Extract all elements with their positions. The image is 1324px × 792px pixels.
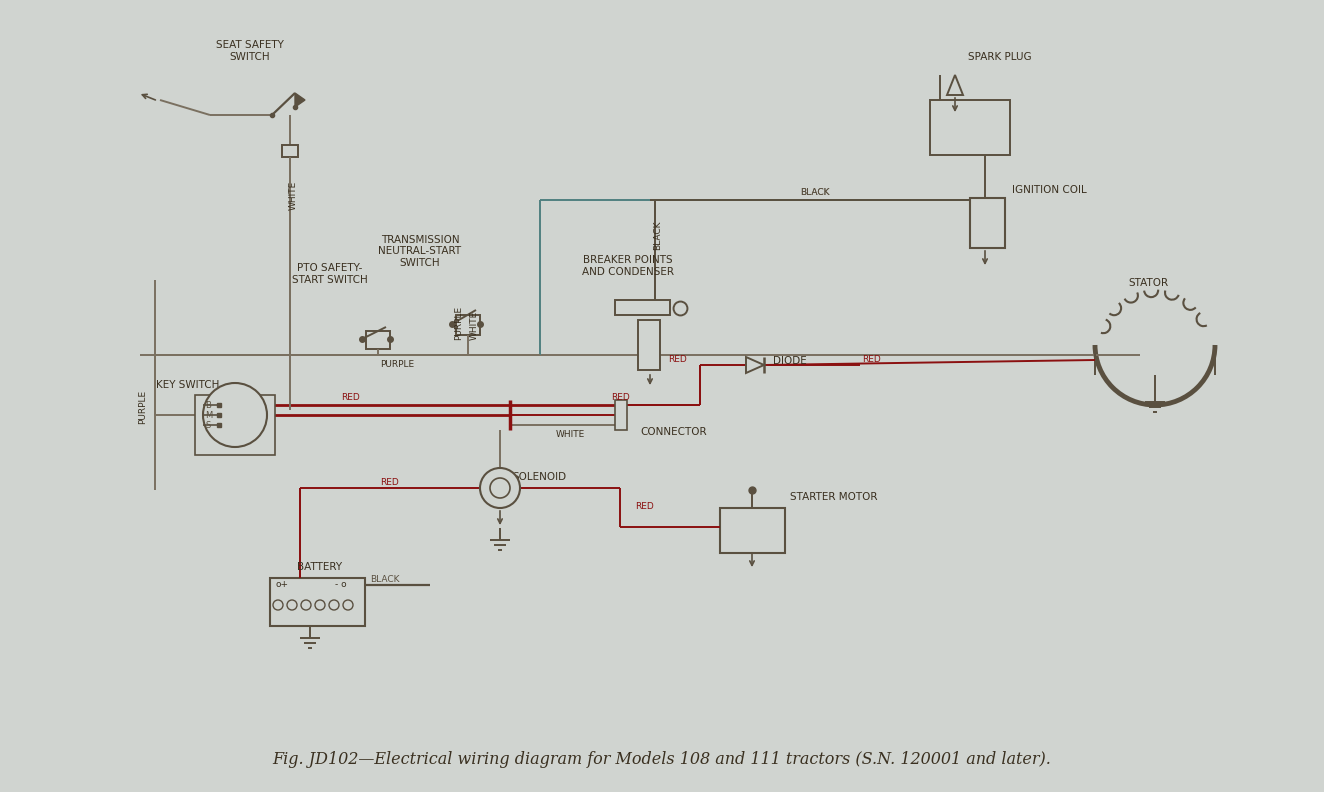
Text: RED: RED xyxy=(862,355,880,364)
Bar xyxy=(720,508,785,553)
Bar xyxy=(195,395,275,455)
Circle shape xyxy=(328,600,339,610)
Text: o+: o+ xyxy=(275,580,289,589)
Text: RED: RED xyxy=(669,355,687,364)
Text: B: B xyxy=(205,401,211,410)
Text: BLACK: BLACK xyxy=(369,575,400,584)
Text: M: M xyxy=(205,411,212,420)
Text: SPARK PLUG: SPARK PLUG xyxy=(968,52,1031,62)
Text: BLACK: BLACK xyxy=(800,188,830,197)
Bar xyxy=(282,145,298,157)
Text: CONNECTOR: CONNECTOR xyxy=(639,427,707,437)
Text: RED: RED xyxy=(636,502,654,511)
Text: BLACK: BLACK xyxy=(654,220,662,250)
Text: PURPLE: PURPLE xyxy=(139,390,147,425)
Text: PURPLE: PURPLE xyxy=(380,360,414,369)
Text: KEY SWITCH: KEY SWITCH xyxy=(156,380,220,390)
Circle shape xyxy=(343,600,354,610)
Text: - o: - o xyxy=(335,580,347,589)
Circle shape xyxy=(481,468,520,508)
Polygon shape xyxy=(745,357,764,373)
Text: S: S xyxy=(205,421,211,430)
Text: BREAKER POINTS
AND CONDENSER: BREAKER POINTS AND CONDENSER xyxy=(583,255,674,276)
Bar xyxy=(365,331,391,349)
Text: RED: RED xyxy=(610,393,629,402)
Text: PURPLE: PURPLE xyxy=(454,306,463,340)
Text: WHITE: WHITE xyxy=(470,310,479,340)
Text: SEAT SAFETY
SWITCH: SEAT SAFETY SWITCH xyxy=(216,40,283,62)
Circle shape xyxy=(287,600,297,610)
Text: DIODE: DIODE xyxy=(773,356,806,366)
Text: BATTERY: BATTERY xyxy=(298,562,343,572)
Text: STATOR: STATOR xyxy=(1128,278,1168,288)
Text: IGNITION COIL: IGNITION COIL xyxy=(1012,185,1087,195)
Bar xyxy=(970,198,1005,248)
Text: RED: RED xyxy=(380,478,399,487)
Polygon shape xyxy=(947,75,963,95)
Text: Fig. JD102—Electrical wiring diagram for Models 108 and 111 tractors (S.N. 12000: Fig. JD102—Electrical wiring diagram for… xyxy=(273,752,1051,768)
Bar xyxy=(270,578,365,626)
Bar xyxy=(638,320,659,370)
Bar xyxy=(455,315,481,335)
Circle shape xyxy=(490,478,510,498)
Circle shape xyxy=(273,600,283,610)
Text: STARTER MOTOR: STARTER MOTOR xyxy=(790,492,878,502)
Bar xyxy=(929,100,1010,155)
Circle shape xyxy=(315,600,324,610)
Text: TRANSMISSION
NEUTRAL-START
SWITCH: TRANSMISSION NEUTRAL-START SWITCH xyxy=(379,234,462,268)
Circle shape xyxy=(203,383,267,447)
Text: RED: RED xyxy=(340,393,359,402)
Bar xyxy=(616,400,628,430)
Circle shape xyxy=(301,600,311,610)
Text: SOLENOID: SOLENOID xyxy=(512,472,567,482)
Bar xyxy=(616,300,670,315)
Text: BLACK: BLACK xyxy=(800,188,830,197)
Polygon shape xyxy=(295,93,305,107)
Text: WHITE: WHITE xyxy=(555,430,585,439)
Text: PTO SAFETY-
START SWITCH: PTO SAFETY- START SWITCH xyxy=(293,264,368,285)
Text: WHITE: WHITE xyxy=(289,181,298,210)
